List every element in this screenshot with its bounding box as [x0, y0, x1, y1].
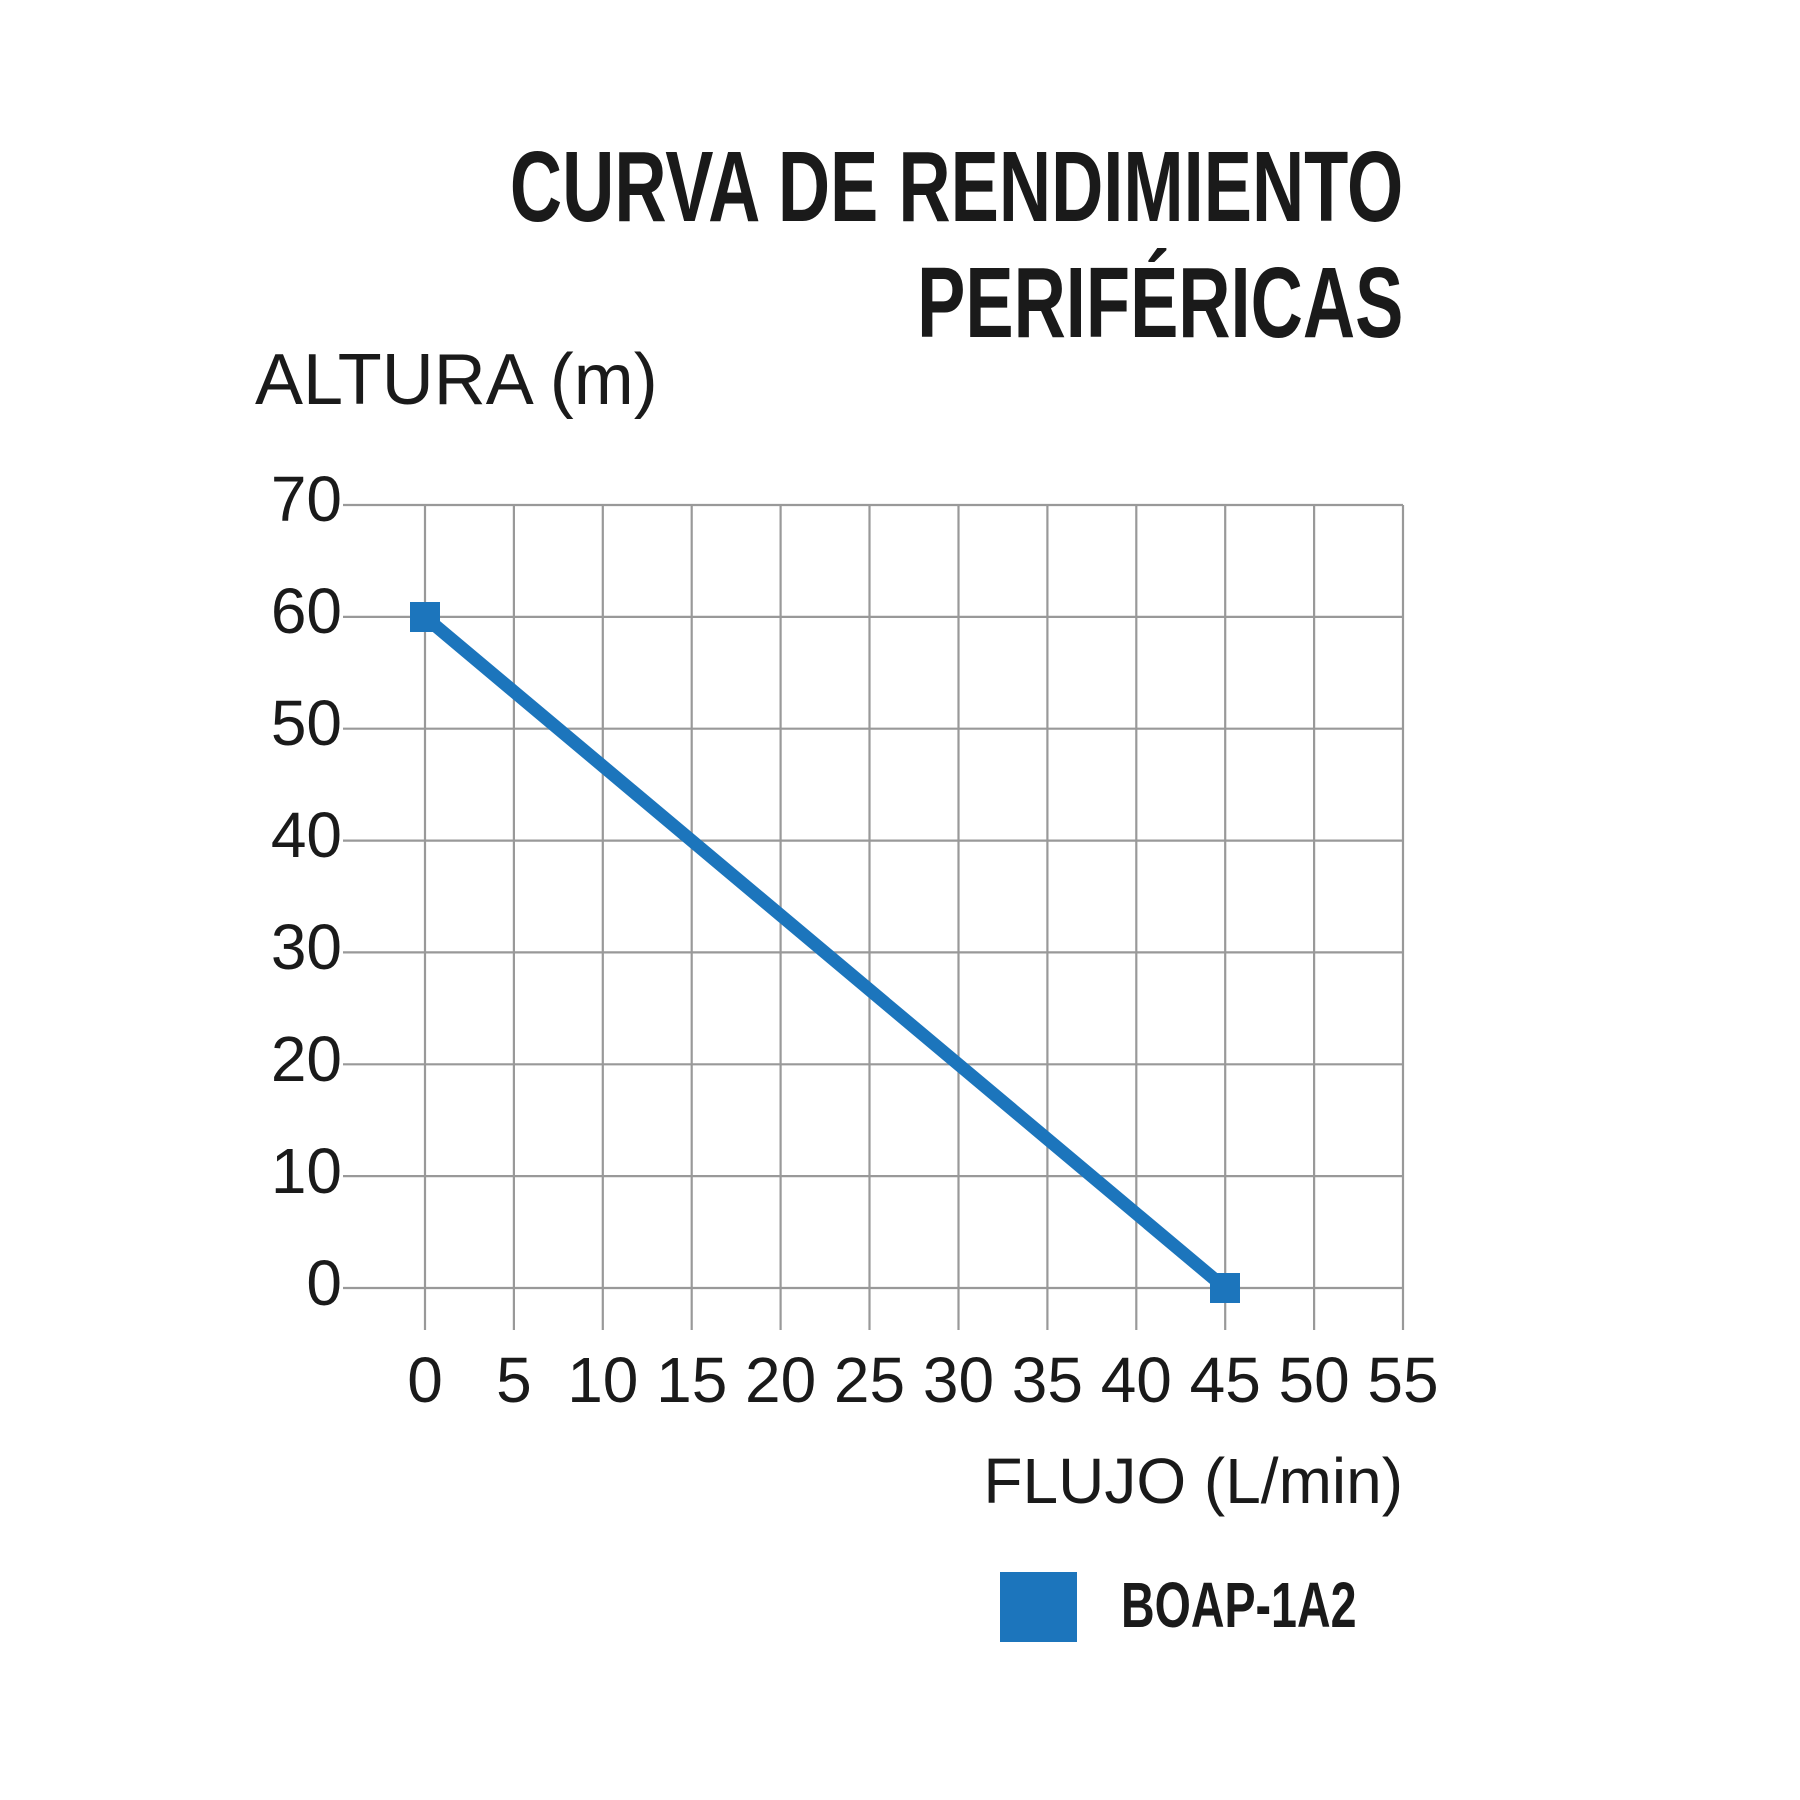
svg-text:0: 0 [407, 1344, 443, 1416]
svg-text:30: 30 [271, 911, 342, 983]
svg-text:20: 20 [271, 1023, 342, 1095]
svg-text:40: 40 [271, 799, 342, 871]
svg-text:50: 50 [1279, 1344, 1350, 1416]
svg-text:20: 20 [745, 1344, 816, 1416]
svg-text:70: 70 [271, 463, 342, 535]
svg-text:10: 10 [271, 1135, 342, 1207]
svg-text:10: 10 [567, 1344, 638, 1416]
svg-text:35: 35 [1012, 1344, 1083, 1416]
svg-text:0: 0 [306, 1247, 342, 1319]
svg-text:50: 50 [271, 687, 342, 759]
svg-text:30: 30 [923, 1344, 994, 1416]
svg-text:5: 5 [496, 1344, 532, 1416]
svg-text:15: 15 [656, 1344, 727, 1416]
svg-text:25: 25 [834, 1344, 905, 1416]
svg-text:60: 60 [271, 575, 342, 647]
svg-text:45: 45 [1190, 1344, 1261, 1416]
svg-text:40: 40 [1101, 1344, 1172, 1416]
svg-text:55: 55 [1367, 1344, 1438, 1416]
